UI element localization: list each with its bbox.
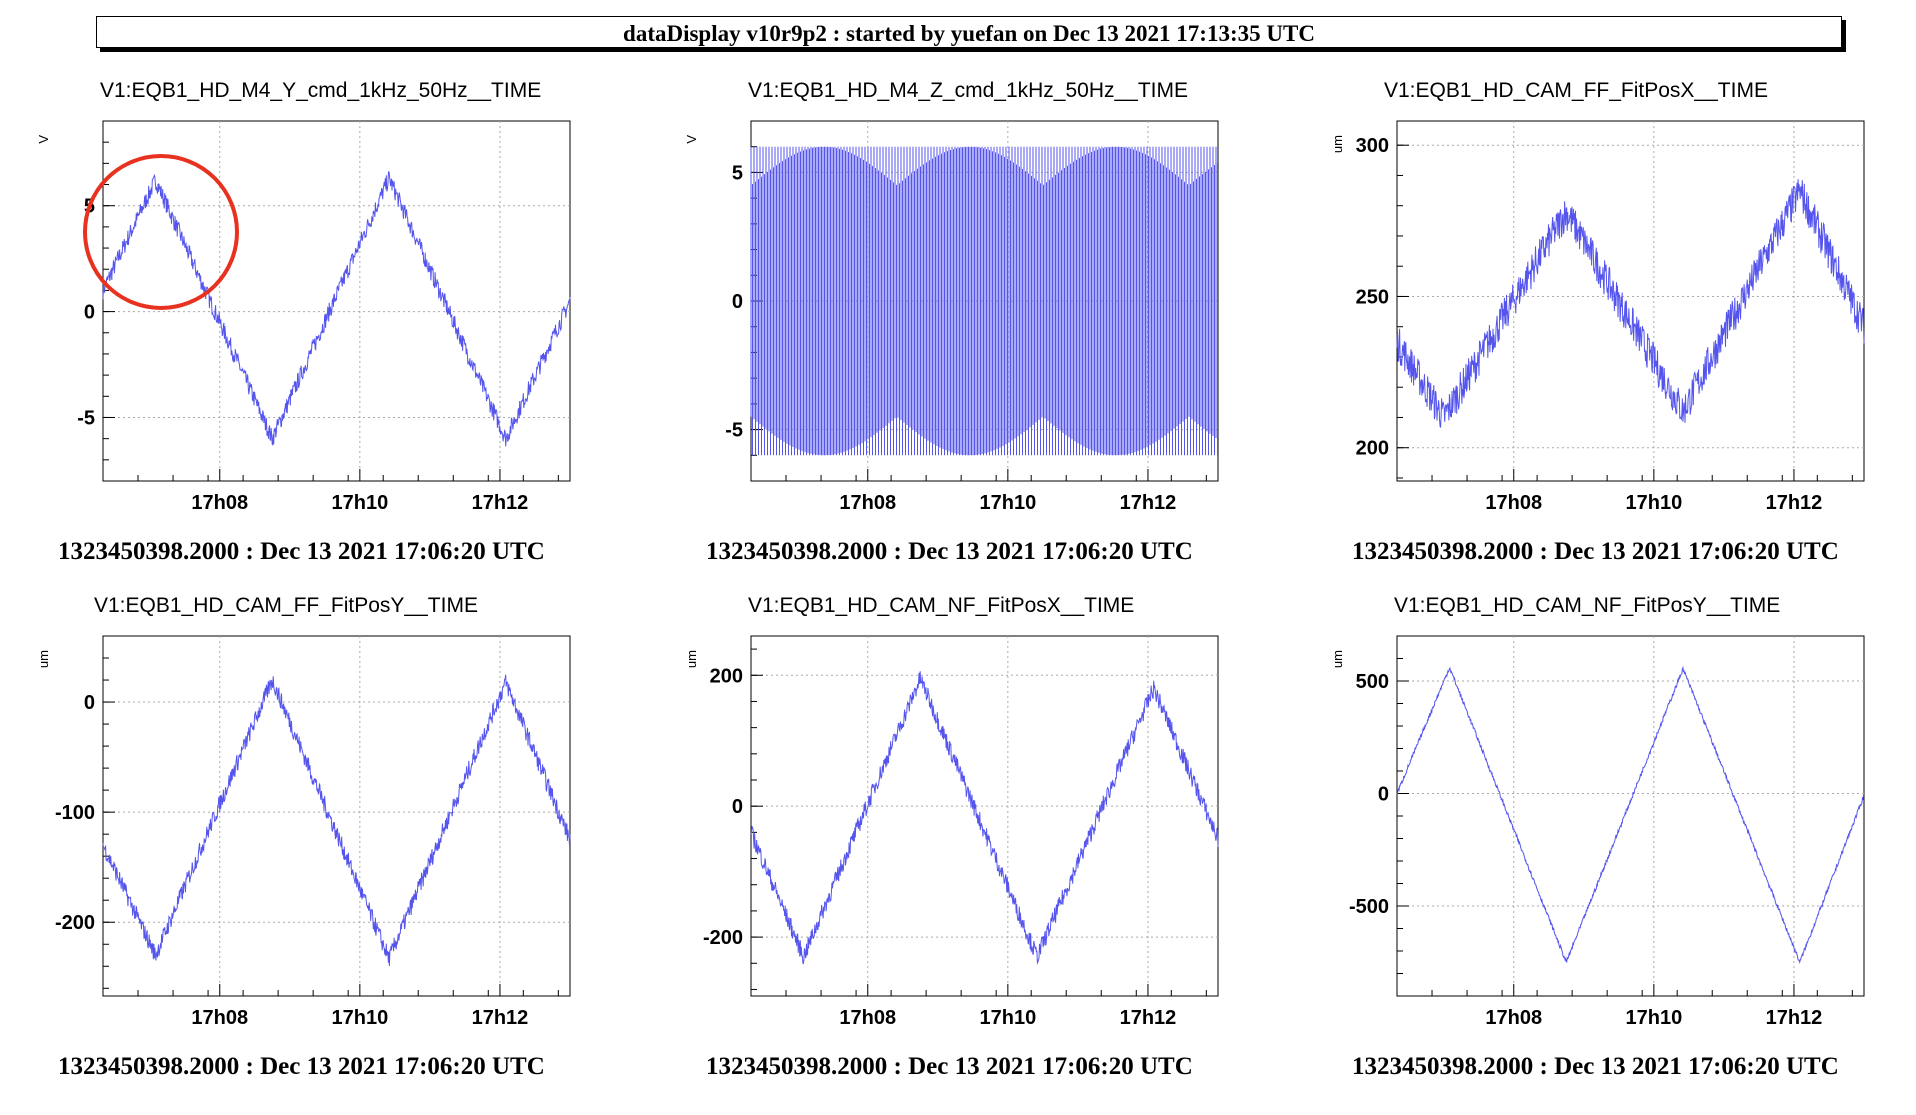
chart-title: V1:EQB1_HD_M4_Z_cmd_1kHz_50Hz__TIME [748, 79, 1189, 102]
y-tick-label: -200 [55, 912, 95, 934]
chart-plot: 300 250 200 17h08 17h10 17h12 um [1330, 120, 1865, 514]
y-axis-unit: um [1330, 135, 1345, 153]
y-tick-label: 200 [1356, 438, 1389, 460]
y-tick-label: 0 [84, 692, 95, 714]
x-tick-label: 17h08 [191, 492, 248, 514]
chart-panel-3: V1:EQB1_HD_CAM_FF_FitPosX__TIME 300 250 20… [1322, 75, 1916, 600]
y-tick-label: -5 [725, 420, 743, 442]
x-tick-label: 17h12 [1120, 492, 1177, 514]
x-tick-label: 17h10 [979, 1007, 1036, 1029]
y-tick-label: 500 [1356, 671, 1389, 693]
plot-frame [1396, 120, 1865, 482]
series-line [750, 671, 1219, 965]
chart-plot: 5 0 -5 17h08 17h10 17h12 V [684, 120, 1219, 514]
series-line [102, 674, 571, 967]
chart-plot: 500 0 -500 17h08 17h10 17h12 um [1330, 635, 1865, 1029]
chart-panel-4: V1:EQB1_HD_CAM_FF_FitPosY__TIME 0 -100 -20… [28, 590, 658, 1115]
series-band [750, 146, 1218, 456]
y-tick-label: 0 [1378, 784, 1389, 806]
chart-x-label: 1323450398.2000 : Dec 13 2021 17:06:20 U… [706, 538, 1193, 565]
series-line [1396, 179, 1865, 429]
x-tick-label: 17h10 [331, 492, 388, 514]
y-axis-unit: V [684, 135, 699, 144]
plot-frame [750, 635, 1219, 997]
y-tick-label: 0 [732, 796, 743, 818]
x-tick-label: 17h08 [191, 1007, 248, 1029]
y-axis-unit: V [36, 135, 51, 144]
chart-x-label: 1323450398.2000 : Dec 13 2021 17:06:20 U… [706, 1053, 1193, 1080]
x-tick-label: 17h10 [979, 492, 1036, 514]
header-bar: dataDisplay v10r9p2 : started by yuefan … [96, 16, 1842, 48]
annotation-circle [83, 154, 239, 310]
series-line [1396, 665, 1865, 965]
chart-panel-6: V1:EQB1_HD_CAM_NF_FitPosY__TIME 500 0 -500… [1322, 590, 1916, 1115]
chart-panel-5: V1:EQB1_HD_CAM_NF_FitPosX__TIME 200 0 -200… [676, 590, 1306, 1115]
chart-plot: 0 -100 -200 17h08 17h10 17h12 um [36, 635, 571, 1029]
y-tick-label: 5 [732, 162, 743, 184]
chart-x-label: 1323450398.2000 : Dec 13 2021 17:06:20 U… [58, 538, 545, 565]
y-axis-unit: um [684, 650, 699, 668]
x-tick-label: 17h12 [472, 1007, 529, 1029]
chart-x-label: 1323450398.2000 : Dec 13 2021 17:06:20 U… [1352, 538, 1839, 565]
y-tick-label: 300 [1356, 135, 1389, 157]
chart-title: V1:EQB1_HD_CAM_FF_FitPosY__TIME [94, 594, 478, 617]
chart-x-label: 1323450398.2000 : Dec 13 2021 17:06:20 U… [58, 1053, 545, 1080]
chart-title: V1:EQB1_HD_M4_Y_cmd_1kHz_50Hz__TIME [100, 79, 542, 102]
chart-panel-1: V1:EQB1_HD_M4_Y_cmd_1kHz_50Hz__TIME 5 0 -5… [28, 75, 658, 600]
series-line [102, 171, 571, 447]
y-tick-label: 200 [710, 665, 743, 687]
y-tick-label: 250 [1356, 286, 1389, 308]
x-tick-label: 17h08 [1485, 492, 1542, 514]
y-axis-unit: um [1330, 650, 1345, 668]
chart-title: V1:EQB1_HD_CAM_NF_FitPosX__TIME [748, 594, 1135, 617]
chart-x-label: 1323450398.2000 : Dec 13 2021 17:06:20 U… [1352, 1053, 1839, 1080]
chart-panel-2: V1:EQB1_HD_M4_Z_cmd_1kHz_50Hz__TIME 5 0 -5… [676, 75, 1306, 600]
chart-title: V1:EQB1_HD_CAM_FF_FitPosX__TIME [1384, 79, 1768, 102]
chart-plot: 200 0 -200 17h08 17h10 17h12 um [684, 635, 1219, 1029]
x-tick-label: 17h12 [472, 492, 529, 514]
page-title: dataDisplay v10r9p2 : started by yuefan … [623, 21, 1315, 46]
plot-frame [102, 635, 571, 997]
x-tick-label: 17h12 [1766, 1007, 1823, 1029]
y-tick-label: -500 [1349, 896, 1389, 918]
chart-title: V1:EQB1_HD_CAM_NF_FitPosY__TIME [1394, 594, 1781, 617]
y-tick-label: 0 [84, 302, 95, 324]
y-tick-label: -100 [55, 802, 95, 824]
y-tick-label: -5 [77, 407, 95, 429]
x-tick-label: 17h12 [1120, 1007, 1177, 1029]
x-tick-label: 17h10 [331, 1007, 388, 1029]
x-tick-label: 17h08 [839, 1007, 896, 1029]
x-tick-label: 17h10 [1625, 1007, 1682, 1029]
x-tick-label: 17h08 [1485, 1007, 1542, 1029]
x-tick-label: 17h12 [1766, 492, 1823, 514]
x-tick-label: 17h08 [839, 492, 896, 514]
y-axis-unit: um [36, 650, 51, 668]
y-tick-label: 0 [732, 291, 743, 313]
y-tick-label: -200 [703, 927, 743, 949]
x-tick-label: 17h10 [1625, 492, 1682, 514]
